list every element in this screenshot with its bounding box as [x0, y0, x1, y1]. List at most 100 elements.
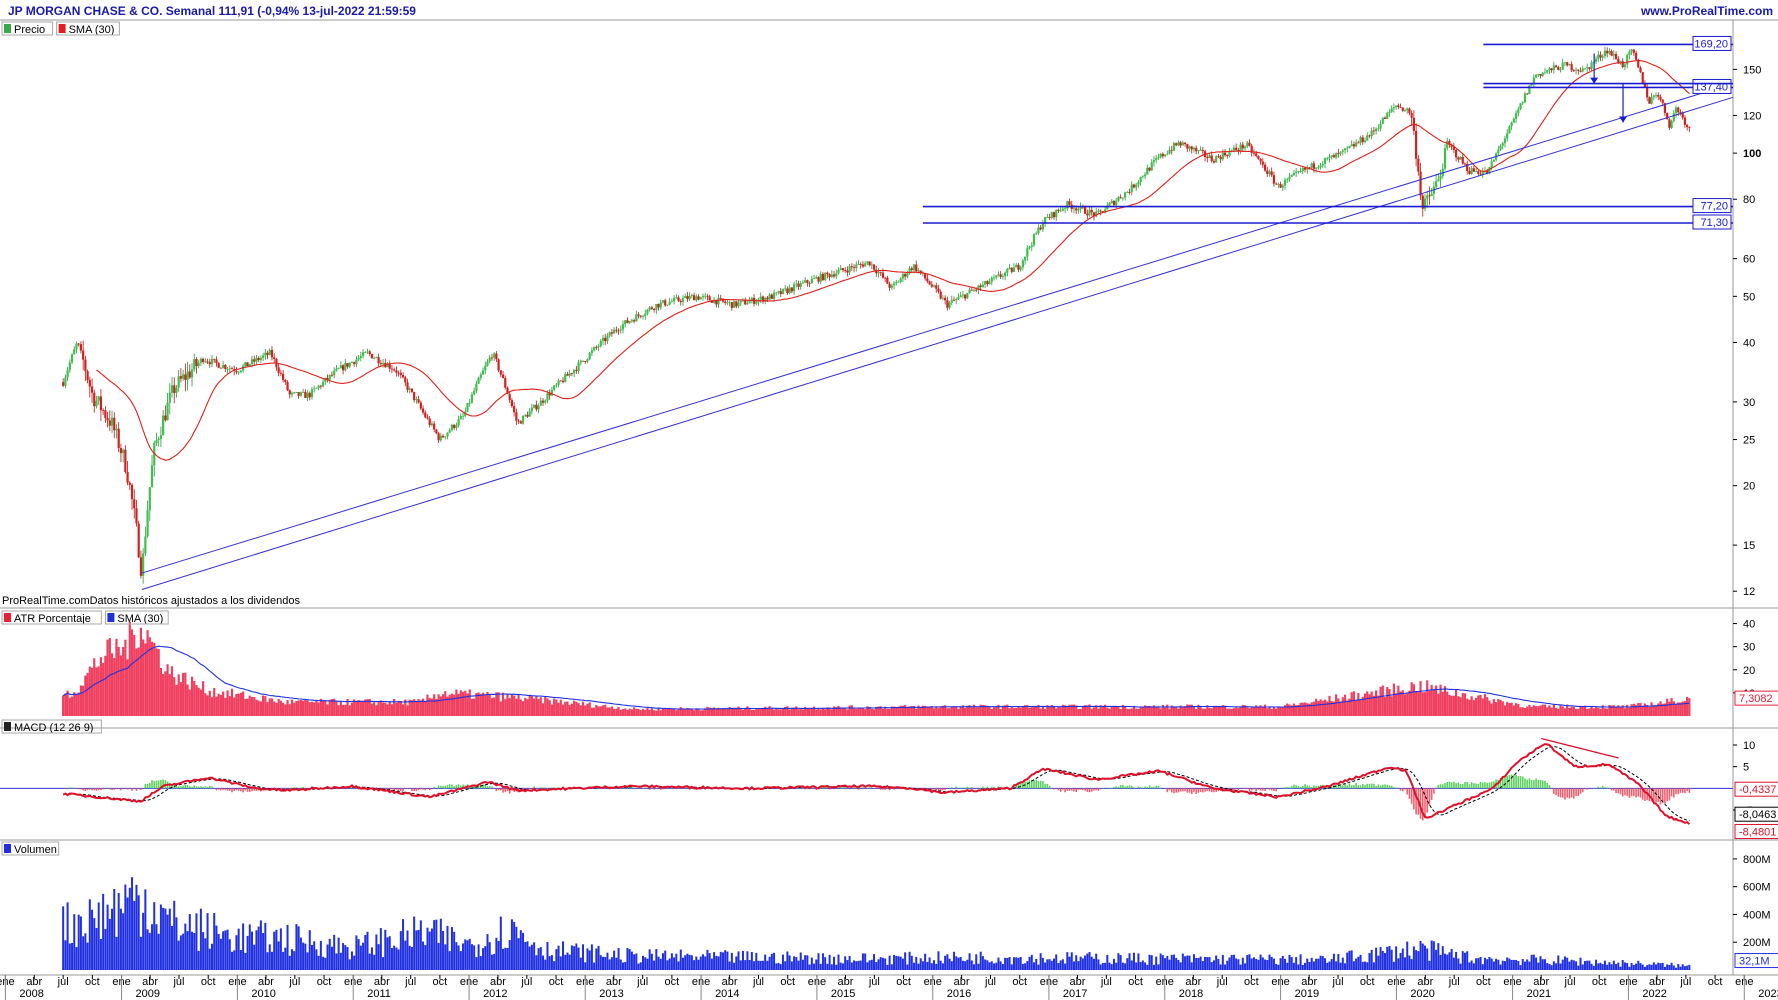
- price-candle: [744, 300, 747, 305]
- price-candle: [106, 417, 109, 421]
- price-candle: [573, 369, 576, 374]
- price-candle: [1115, 200, 1118, 206]
- atr-bar: [1252, 707, 1256, 716]
- volume-bar: [486, 934, 489, 970]
- price-candle: [650, 307, 653, 309]
- atr-bar: [493, 697, 496, 716]
- macd-histogram-bar: [1213, 788, 1215, 793]
- price-candle: [946, 300, 949, 308]
- atr-bar: [1646, 705, 1649, 716]
- macd-histogram-bar: [411, 788, 413, 792]
- macd-histogram-bar: [462, 784, 464, 789]
- price-candle: [557, 380, 560, 385]
- atr-bar: [262, 695, 265, 716]
- price-candle: [932, 285, 936, 287]
- price-candle: [1470, 168, 1473, 174]
- atr-bar: [308, 702, 311, 716]
- volume-bar: [450, 927, 453, 970]
- atr-bar: [495, 692, 498, 716]
- price-candle: [1012, 267, 1016, 272]
- price-candle: [75, 343, 78, 350]
- volume-bar: [1683, 966, 1686, 970]
- macd-histogram-bar: [1546, 782, 1548, 789]
- atr-bar: [1537, 706, 1540, 716]
- macd-histogram-bar: [193, 785, 196, 789]
- price-candle: [1246, 142, 1249, 147]
- volume-bar: [1521, 959, 1524, 970]
- atr-bar: [593, 707, 596, 716]
- price-candle: [666, 304, 669, 306]
- volume-bar: [1164, 958, 1167, 970]
- legend-label: SMA (30): [117, 613, 163, 625]
- price-candle: [262, 355, 265, 358]
- site-link[interactable]: www.ProRealTime.com: [1640, 4, 1773, 18]
- price-candle: [1501, 143, 1504, 146]
- volume-bar: [857, 960, 860, 970]
- price-candle: [1681, 113, 1684, 118]
- volume-bar: [222, 931, 225, 970]
- atr-bar: [95, 667, 98, 716]
- atr-bar: [384, 702, 387, 716]
- volume-bar: [519, 930, 522, 970]
- macd-histogram-bar: [288, 788, 291, 790]
- x-month-label: jul: [1100, 976, 1112, 988]
- volume-bar: [1010, 964, 1013, 970]
- volume-bar: [968, 953, 971, 970]
- atr-bar: [381, 702, 385, 716]
- volume-bar: [850, 962, 853, 970]
- legend-label: SMA (30): [69, 24, 115, 36]
- macd-histogram-bar: [619, 787, 622, 789]
- price-candle: [1650, 97, 1653, 104]
- volume-bar: [1519, 965, 1522, 970]
- macd-histogram-bar: [1059, 788, 1062, 792]
- atr-bar: [279, 700, 282, 716]
- volume-bar: [1237, 959, 1240, 970]
- atr-bar: [93, 658, 96, 716]
- chart-frame: [0, 19, 1778, 976]
- atr-bar: [366, 699, 369, 716]
- price-candle: [1643, 83, 1647, 88]
- volume-bar: [584, 962, 587, 970]
- volume-bar: [182, 933, 185, 970]
- atr-bar: [1672, 701, 1675, 716]
- volume-bar: [466, 940, 469, 970]
- price-candle: [1663, 103, 1667, 114]
- atr-bar: [1403, 694, 1407, 716]
- price-candle: [1212, 160, 1216, 163]
- macd-value-box: [1734, 781, 1778, 797]
- atr-bar: [184, 672, 187, 716]
- volume-bar: [446, 925, 449, 970]
- price-candle: [235, 371, 238, 373]
- macd-histogram-bar: [1124, 786, 1126, 789]
- atr-bar: [1161, 704, 1164, 716]
- volume-bar: [570, 945, 573, 970]
- macd-histogram-bar: [1499, 777, 1502, 789]
- atr-bar: [1295, 705, 1298, 716]
- macd-histogram-bar: [1564, 788, 1566, 800]
- volume-bar: [1301, 964, 1304, 970]
- macd-histogram-bar: [504, 788, 507, 792]
- macd-histogram-bar: [1253, 788, 1255, 790]
- macd-histogram-bar: [1466, 781, 1469, 789]
- volume-bar: [208, 948, 211, 970]
- volume-bar: [513, 921, 516, 970]
- atr-bar: [353, 699, 356, 716]
- atr-bar: [561, 704, 565, 716]
- price-candle: [748, 300, 751, 304]
- macd-histogram-bar: [1504, 777, 1506, 789]
- volume-bar: [1452, 957, 1455, 970]
- volume-bar: [1297, 964, 1300, 970]
- price-candle: [1026, 248, 1029, 257]
- price-candle: [208, 362, 211, 365]
- macd-histogram-bar: [1157, 785, 1160, 789]
- price-candle: [1641, 72, 1644, 84]
- atr-bar: [1199, 707, 1202, 716]
- volume-bar: [444, 944, 447, 970]
- atr-bar: [1512, 705, 1515, 716]
- atr-bar: [830, 709, 833, 716]
- volume-bar: [1435, 949, 1438, 970]
- macd-histogram-bar: [1133, 787, 1135, 789]
- volume-bar: [597, 945, 600, 970]
- volume-bar: [177, 940, 180, 970]
- macd-histogram-bar: [186, 785, 189, 789]
